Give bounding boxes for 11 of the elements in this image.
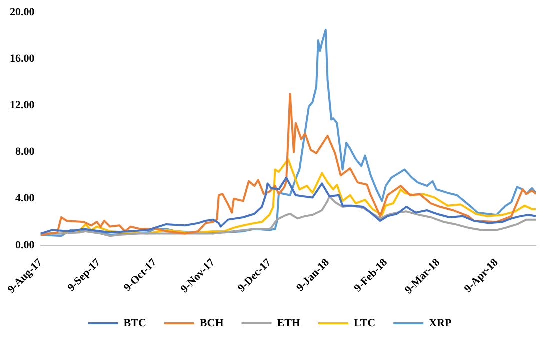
- legend-label: XRP: [429, 317, 452, 330]
- legend-label: BTC: [124, 317, 146, 330]
- y-tick-label: 4.00: [16, 192, 36, 205]
- y-tick-label: 12.00: [10, 100, 36, 112]
- y-tick-label: 0.00: [16, 239, 36, 252]
- legend-label: LTC: [354, 317, 376, 330]
- y-tick-label: 16.00: [10, 53, 36, 66]
- legend-label: BCH: [200, 317, 224, 330]
- y-tick-label: 20.00: [10, 6, 36, 18]
- y-tick-label: 8.00: [16, 146, 36, 158]
- legend-label: ETH: [277, 317, 301, 330]
